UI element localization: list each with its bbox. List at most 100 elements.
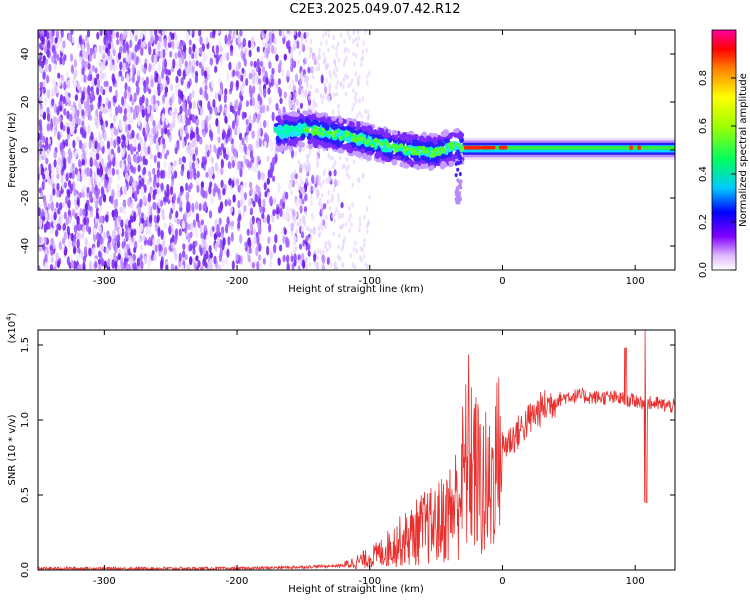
heatmap-cell [349,81,352,87]
heatmap-cell [352,51,355,57]
heatmap-cell [38,57,42,67]
heatmap-cell [43,30,47,38]
heatmap-cell [99,30,103,37]
heatmap-cell [260,171,264,181]
heatmap-cell [123,90,127,100]
heatmap-cell [326,256,330,265]
heatmap-cell [335,206,338,212]
heatmap-cell [64,138,69,147]
heatmap-cell [195,118,200,127]
heatmap-cell [184,60,188,68]
heatmap-cell [139,244,143,251]
heatmap-cell [273,197,277,205]
heatmap-cell [98,59,103,68]
heatmap-cell [181,219,185,230]
heatmap-cell [273,46,277,55]
heatmap-cell [301,41,304,47]
heatmap-cell [105,214,109,223]
heatmap-cell [76,136,80,143]
heatmap-cell [292,106,296,112]
heatmap-band-cell [381,155,387,161]
heatmap-cell [48,163,52,172]
heatmap-cell [300,70,304,76]
heatmap-cell [200,219,204,226]
heatmap-cell [192,117,196,124]
heatmap-cell [200,181,204,189]
heatmap-cell [123,107,127,116]
heatmap-cell [332,34,335,40]
heatmap-cell [315,66,318,72]
heatmap-cell [167,170,171,180]
heatmap-cell [156,169,160,179]
snr-line [38,330,675,570]
heatmap-cell [155,47,159,55]
heatmap-cell [158,74,162,84]
heatmap-cell [239,198,243,207]
heatmap-cell [81,226,86,234]
heatmap-band-cell [346,137,353,142]
heatmap-cell [133,247,137,254]
heatmap-cell [299,187,303,193]
heatmap-cell [170,178,175,187]
heatmap-cell [266,104,270,112]
heatmap-cell [57,157,61,166]
heatmap-cell [248,114,252,122]
heatmap-cell [317,225,321,231]
heatmap-cell [91,76,95,87]
heatmap-cell [209,31,213,39]
heatmap-cell [292,222,295,228]
heatmap-cell [234,148,238,158]
heatmap-cell [187,184,192,193]
heatmap-cell [148,176,152,183]
heatmap-cell [38,207,41,217]
heatmap-cell [328,170,332,177]
heatmap-cell [326,200,329,206]
heatmap-cell [342,77,345,83]
heatmap-cell [299,259,302,265]
heatmap-cell [334,179,338,188]
heatmap-cell [136,155,140,164]
heatmap-cell [335,84,338,90]
heatmap-cell [204,190,208,200]
heatmap-band-cell [412,148,417,153]
heatmap-cell [261,39,265,47]
heatmap-cell [65,216,69,226]
heatmap-cell [161,240,165,248]
heatmap-cell [148,170,152,177]
heatmap-cell [108,235,112,243]
heatmap-cell [325,214,328,220]
heatmap-cell [68,216,72,224]
heatmap-cell [224,106,228,114]
heatmap-cell [101,73,105,80]
heatmap-cell [149,186,153,195]
heatmap-cell [338,215,341,221]
heatmap-cell [136,257,140,267]
heatmap-cell [70,30,74,35]
heatmap-cell [346,171,349,177]
heatmap-band-cell [315,113,323,118]
heatmap-cell [358,221,362,227]
heatmap-cell [294,92,298,98]
heatmap-cell [75,147,80,155]
heatmap-cell [362,172,365,178]
heatmap-cell [314,55,317,61]
heatmap-cell [291,79,294,85]
heatmap-cell [347,164,350,170]
heatmap-cell [210,156,215,164]
heatmap-cell [354,36,358,42]
heatmap-cell [178,252,182,262]
heatmap-cell [74,94,79,101]
heatmap-cell [117,52,122,60]
heatmap-cell [74,167,78,175]
heatmap-cell [234,155,238,164]
heatmap-cell [73,58,78,68]
heatmap-cell [136,184,140,195]
heatmap-cell [137,206,141,217]
heatmap-cell [139,222,144,232]
heatmap-cell [327,32,331,38]
heatmap-cell [299,102,304,109]
heatmap-cell [51,55,55,63]
heatmap-cell [82,262,86,270]
heatmap-cell [63,83,67,90]
heatmap-cell [244,241,248,248]
